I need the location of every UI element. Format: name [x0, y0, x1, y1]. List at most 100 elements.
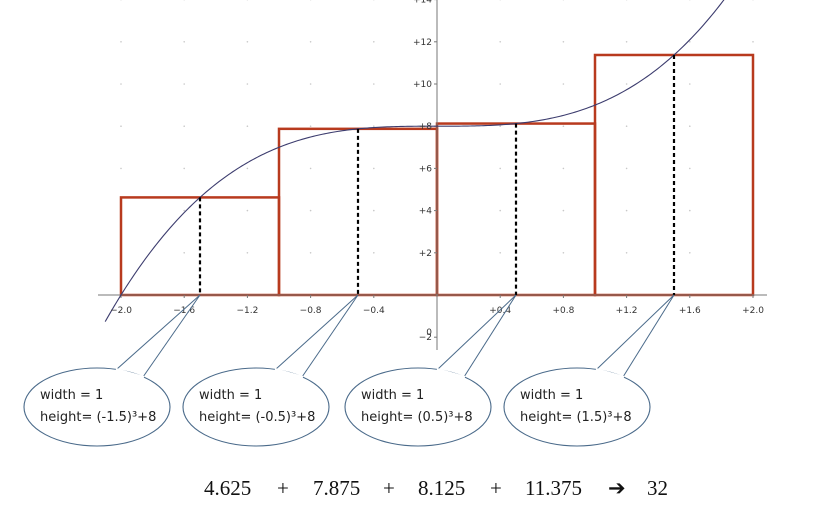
plus-sign-3: +	[490, 476, 502, 500]
callout-bubble	[23, 367, 171, 447]
x-tick-label: +0.8	[552, 306, 574, 316]
riemann-sum-row: 4.625 + 7.875 + 8.125 + 11.375 ➔ 32	[0, 476, 819, 506]
callout-tail-gap	[436, 368, 466, 378]
curve-line	[104, 0, 725, 322]
grid-dots	[120, 0, 754, 254]
grid-dot	[309, 209, 312, 212]
x-tick-label: −1.6	[173, 306, 195, 316]
sum-total: 32	[647, 476, 668, 500]
callout-tail-left	[275, 294, 359, 370]
grid-dot	[246, 167, 249, 170]
callout-2: width = 1 height= (-0.5)³+8	[182, 294, 359, 447]
callout-tail-gap	[274, 368, 304, 378]
x-tick-label: +1.6	[679, 306, 701, 316]
grid-dot	[499, 125, 502, 127]
arrow-icon: ➔	[608, 476, 626, 500]
x-tick-label: +0.4	[489, 306, 511, 316]
grid-dot	[246, 83, 249, 85]
x-tick-label: −0.4	[363, 306, 385, 316]
grid-dot	[120, 167, 122, 170]
grid-dot	[499, 252, 502, 254]
grid-dot	[373, 252, 375, 254]
x-tick-label: −0.8	[300, 306, 322, 316]
grid-dot	[689, 252, 691, 254]
x-tick-label: −2.0	[110, 306, 132, 316]
sum-term-1: 4.625	[204, 476, 252, 500]
y-tick-label: +2	[419, 249, 432, 259]
callout-tail-gap	[115, 368, 145, 378]
callout-width-text: width = 1	[199, 388, 262, 403]
y-tick-label: +10	[413, 80, 432, 90]
callout-tail-left	[437, 294, 517, 370]
grid-dot	[373, 209, 375, 212]
grid-dot	[562, 41, 565, 43]
grid-dot	[689, 209, 691, 212]
grid-dot	[625, 252, 628, 254]
function-curve	[104, 0, 725, 322]
y-tick-label: +8	[419, 122, 433, 132]
grid-dot	[562, 252, 565, 254]
grid-dot	[183, 252, 185, 254]
grid-dot	[625, 167, 628, 170]
callout-height-text: height= (-1.5)³+8	[40, 410, 156, 425]
callout-4: width = 1 height= (1.5)³+8	[503, 294, 675, 447]
callout-tail-right	[463, 294, 517, 378]
grid-dot	[562, 209, 565, 212]
plus-sign-1: +	[277, 476, 289, 500]
callout-height-text: height= (1.5)³+8	[520, 410, 632, 425]
callout-tail-right	[301, 294, 359, 378]
grid-dot	[309, 252, 312, 254]
x-tick-label: −1.2	[236, 306, 258, 316]
grid-dot	[246, 209, 249, 212]
grid-dot	[120, 125, 122, 127]
grid-dot	[499, 41, 502, 43]
sum-term-4: 11.375	[525, 476, 582, 500]
grid-dot	[562, 167, 565, 170]
origin-label: 0	[426, 328, 432, 338]
grid-dot	[499, 167, 502, 170]
y-tick-label: +4	[419, 207, 433, 217]
y-tick-label: −2	[419, 333, 432, 343]
grid-dot	[625, 209, 628, 212]
grid-dot	[183, 209, 185, 212]
callouts: width = 1 height= (-1.5)³+8 width = 1 heigh…	[23, 294, 675, 447]
grid-dot	[183, 41, 185, 43]
callout-width-text: width = 1	[361, 388, 424, 403]
tick-labels: −2.0 −1.6 −1.2 −0.8 −0.4 +0.4 +0.8 +1.2 +1.6 +2.0…	[110, 0, 764, 343]
grid-dot	[120, 83, 122, 85]
sum-term-2: 7.875	[313, 476, 361, 500]
grid-dot	[183, 167, 185, 170]
callout-1: width = 1 height= (-1.5)³+8	[23, 294, 201, 447]
grid-dot	[499, 209, 502, 212]
x-tick-label: +2.0	[742, 306, 764, 316]
grid-dot	[373, 41, 375, 43]
grid-dot	[373, 125, 375, 127]
grid-dot	[562, 83, 565, 85]
sum-term-3: 8.125	[418, 476, 466, 500]
grid-dot	[625, 83, 628, 85]
y-tick-label: +6	[419, 164, 433, 174]
grid-dot	[120, 41, 122, 43]
grid-dot	[752, 41, 754, 43]
callout-height-text: height= (0.5)³+8	[361, 410, 473, 425]
y-tick-label: +14	[413, 0, 432, 6]
grid-dot	[246, 41, 249, 43]
midpoint-lines	[198, 54, 676, 295]
callout-3: width = 1 height= (0.5)³+8	[344, 294, 517, 447]
grid-dot	[689, 41, 691, 43]
grid-dot	[625, 125, 628, 127]
grid-dot	[689, 83, 691, 85]
callout-bubble	[182, 367, 330, 447]
callout-bubble	[344, 367, 492, 447]
grid-dot	[689, 125, 691, 127]
x-tick-label: +1.2	[616, 306, 638, 316]
grid-dot	[183, 83, 185, 85]
grid-dot	[309, 167, 312, 170]
grid-dot	[309, 83, 312, 85]
callout-height-text: height= (-0.5)³+8	[199, 410, 315, 425]
callout-tail-right	[622, 294, 675, 378]
grid-dot	[625, 41, 628, 43]
grid-dot	[246, 125, 249, 127]
grid-dot	[562, 125, 565, 127]
callout-width-text: width = 1	[40, 388, 103, 403]
